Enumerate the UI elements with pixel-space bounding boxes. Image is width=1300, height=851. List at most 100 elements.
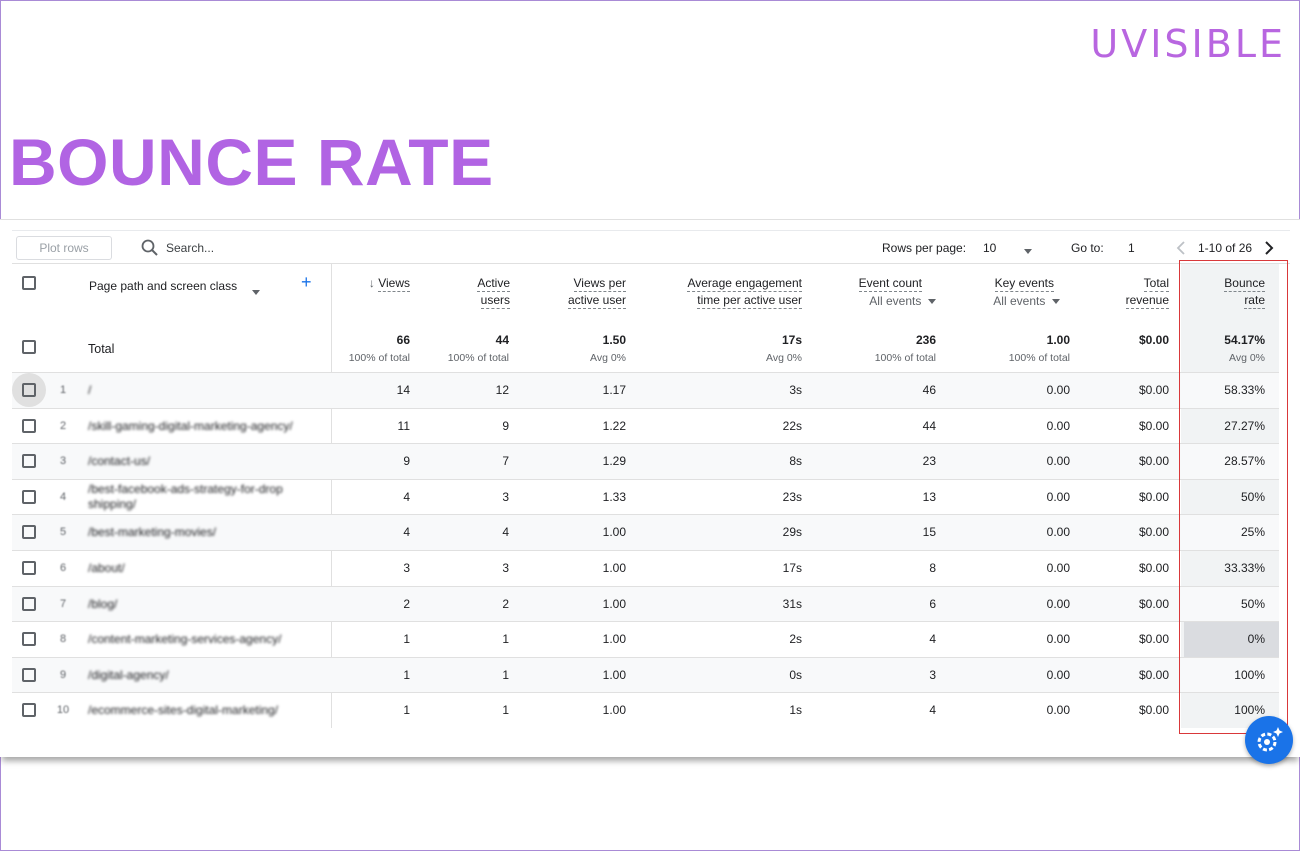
total-views-per-user: 1.50 [602,333,626,347]
views-per-user-header[interactable]: Views per active user [567,276,626,309]
cell-revenue: $0.00 [1138,454,1169,469]
cell-vpu: 1.17 [602,383,626,397]
bounce-rate-highlight [1179,260,1288,734]
revenue-header[interactable]: Total revenue [1125,276,1169,309]
cell-revenue: $0.00 [1138,667,1169,682]
cell-users: 9 [502,418,509,433]
total-views-sub: 100% of total [348,352,410,364]
active-users-header[interactable]: Active users [477,276,510,309]
table-row[interactable]: 1 / 14 12 1.17 3s 46 0.00 $0.00 58.33% [12,372,1279,408]
cell-key: 0.00 [1046,525,1070,540]
table-row[interactable]: 7/blog/2 2 1.00 31s 6 0.00 $0.00 50% [12,585,1279,622]
total-checkbox[interactable] [22,340,36,354]
brand-logo: UVISIBLE [1090,22,1286,66]
chevron-right-icon[interactable] [1261,239,1277,257]
cell-events: 4 [929,632,936,647]
cell-bounce: 33.33% [1224,561,1265,575]
page-path-link[interactable]: /about/ [88,561,125,575]
cell-views: 1 [403,632,410,647]
row-checkbox[interactable] [22,489,36,504]
event-count-filter[interactable]: All events [832,294,936,308]
row-checkbox[interactable] [22,525,36,540]
chevron-down-icon[interactable] [1024,244,1032,258]
cell-key: 0.00 [1046,632,1070,647]
table-row[interactable]: 9/digital-agency/1 1 1.00 0s 3 0.00 $0.00 100% [12,656,1279,693]
page-path-link[interactable]: / [88,383,92,397]
cell-views: 11 [397,418,410,433]
total-events-sub: 100% of total [874,352,936,364]
cell-revenue: $0.00 [1138,489,1169,504]
cell-views: 2 [403,596,410,611]
avg-engagement-header[interactable]: Average engagement time per active user [687,276,802,309]
total-bounce-rate-sub: Avg 0% [1229,352,1265,364]
total-key-events-sub: 100% of total [1008,352,1070,364]
cell-vpu: 1.00 [602,632,626,647]
header-checkbox[interactable] [22,276,36,290]
cell-revenue: $0.00 [1138,703,1169,718]
chevron-down-icon [1052,299,1060,305]
cell-revenue: $0.00 [1138,561,1169,575]
total-events: 236 [915,333,936,347]
table-row[interactable]: 8/content-marketing-services-agency/1 1 1.… [12,621,1279,658]
page-path-link[interactable]: /skill-gaming-digital-marketing-agency/ [88,418,293,433]
table-row[interactable]: 3/contact-us/9 7 1.29 8s 23 0.00 $0.00 28.57% [12,443,1279,480]
row-checkbox[interactable] [22,703,36,718]
table-row[interactable]: 5/best-marketing-movies/4 4 1.00 29s 15 0.00 $… [12,514,1279,551]
cell-revenue: $0.00 [1138,632,1169,647]
page-path-link[interactable]: /best-facebook-ads-strategy-for-dropship… [88,481,283,511]
cell-users: 12 [495,383,509,397]
cell-eng: 31s [782,596,802,611]
key-events-header[interactable]: Key events [994,276,1054,292]
table-row[interactable]: 10/ecommerce-sites-digital-marketing/1 1 1… [12,692,1279,728]
page-path-link[interactable]: /content-marketing-services-agency/ [88,632,282,647]
cell-views: 1 [403,667,410,682]
cell-views: 4 [403,489,410,504]
gear-icon [1257,727,1283,752]
cell-revenue: $0.00 [1138,383,1169,397]
report-panel: Plot rows Rows per page: 10 Go to: 1 1-1… [0,219,1300,757]
row-checkbox[interactable] [22,418,36,433]
table-row[interactable]: 2/skill-gaming-digital-marketing-agency/… [12,407,1279,444]
checkbox-focus-halo [12,373,46,407]
row-index: 1 [59,384,67,396]
total-views: 66 [396,333,410,347]
chevron-down-icon [928,299,936,305]
row-checkbox[interactable] [22,596,36,611]
plot-rows-button[interactable]: Plot rows [16,236,112,260]
row-checkbox[interactable] [22,454,36,469]
table-row[interactable]: 4/best-facebook-ads-strategy-for-dropshi… [12,478,1279,515]
dimension-header[interactable]: Page path and screen class [89,279,238,293]
cell-events: 23 [922,454,936,469]
total-engagement-sub: Avg 0% [766,352,802,364]
chevron-down-icon[interactable] [252,284,260,301]
page-path-link[interactable]: /blog/ [88,596,118,611]
row-checkbox[interactable] [22,383,36,397]
table-row[interactable]: 6/about/3 3 1.00 17s 8 0.00 $0.00 33.33% [12,550,1279,586]
bounce-rate-header[interactable]: Bounce rate [1224,276,1265,309]
chevron-left-icon[interactable] [1173,239,1189,257]
hovered-cell-background [1184,622,1279,658]
row-checkbox[interactable] [22,667,36,682]
search-input[interactable] [166,238,366,258]
total-key-events: 1.00 [1046,333,1070,347]
total-users-sub: 100% of total [447,352,509,364]
row-index: 7 [59,597,67,610]
cell-bounce: 100% [1234,703,1265,718]
cell-key: 0.00 [1046,596,1070,611]
views-header[interactable]: ↓ Views [368,276,410,292]
rows-per-page-select[interactable]: 10 [983,241,997,255]
cell-vpu: 1.00 [602,561,626,575]
go-to-input[interactable]: 1 [1128,241,1135,255]
cell-users: 3 [502,489,509,504]
add-dimension-icon[interactable]: + [301,272,312,292]
settings-fab[interactable] [1245,716,1293,764]
go-to-label: Go to: [1071,241,1104,255]
page-path-link[interactable]: /digital-agency/ [88,667,169,682]
row-checkbox[interactable] [22,561,36,575]
page-path-link[interactable]: /ecommerce-sites-digital-marketing/ [88,703,279,718]
event-count-header[interactable]: Event count [858,276,922,292]
row-checkbox[interactable] [22,632,36,647]
key-events-filter[interactable]: All events [962,294,1060,308]
page-path-link[interactable]: /best-marketing-movies/ [88,525,217,540]
page-path-link[interactable]: /contact-us/ [88,454,151,469]
